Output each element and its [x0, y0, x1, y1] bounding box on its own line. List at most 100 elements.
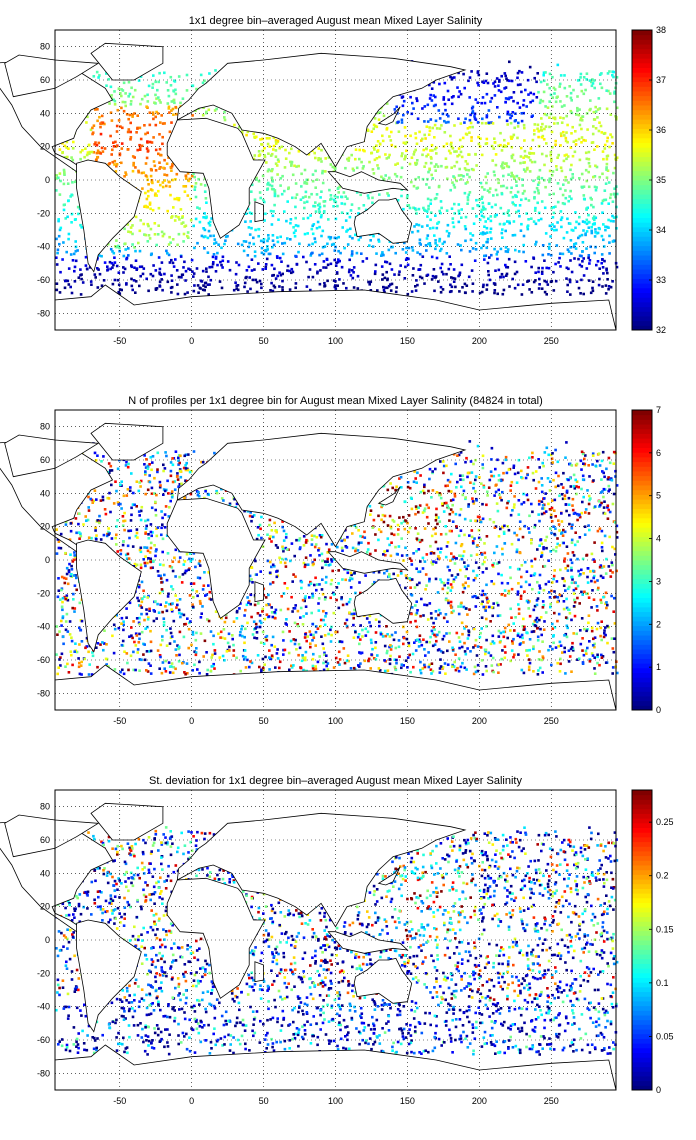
land-polygon: [377, 486, 401, 506]
y-tick-label: 40: [40, 108, 50, 118]
colorbar-tick-label: 37: [656, 75, 666, 85]
y-tick-label: -80: [37, 1068, 50, 1078]
colorbar-tick-label: 36: [656, 125, 666, 135]
y-tick-label: -60: [37, 1035, 50, 1045]
x-tick-label: 50: [259, 716, 269, 726]
panel-std-deviation: St. deviation for 1x1 degree bin–average…: [0, 760, 696, 1140]
colorbar-tick-label: 0.2: [656, 871, 669, 881]
colorbar-tick-label: 35: [656, 175, 666, 185]
colorbar-tick-label: 0.25: [656, 817, 674, 827]
land-polygon: [377, 866, 401, 886]
colorbar-tick-label: 0.1: [656, 978, 669, 988]
map-title: St. deviation for 1x1 degree bin–average…: [148, 775, 522, 787]
land-polygon: [176, 52, 467, 168]
y-tick-label: 60: [40, 455, 50, 465]
panel-salinity: 1x1 degree bin–averaged August mean Mixe…: [0, 0, 696, 380]
land-masses: [0, 422, 617, 711]
land-polygon: [327, 551, 409, 574]
x-tick-label: -50: [113, 336, 126, 346]
colorbar-tick-label: 6: [656, 448, 661, 458]
x-tick-label: 100: [328, 336, 343, 346]
x-tick-label: -50: [113, 1096, 126, 1106]
map-title: 1x1 degree bin–averaged August mean Mixe…: [188, 15, 483, 27]
y-tick-label: 80: [40, 42, 50, 52]
colorbar-tick-label: 7: [656, 405, 661, 415]
colorbar-tick-label: 3: [656, 576, 661, 586]
x-tick-label: 250: [544, 1096, 559, 1106]
x-tick-label: 0: [189, 1096, 194, 1106]
land-polygon: [90, 42, 164, 81]
y-tick-label: -60: [37, 655, 50, 665]
colorbar-tick-label: 0.05: [656, 1031, 674, 1041]
y-tick-label: 20: [40, 522, 50, 532]
x-tick-label: 0: [189, 336, 194, 346]
x-tick-label: 250: [544, 716, 559, 726]
colorbar-tick-label: 38: [656, 25, 666, 35]
x-tick-label: 150: [400, 336, 415, 346]
map-frame: [54, 409, 617, 711]
map-frame: [54, 29, 617, 331]
y-tick-label: -20: [37, 968, 50, 978]
colorbar-tick-label: 1: [656, 662, 661, 672]
land-polygon: [90, 422, 164, 461]
x-tick-label: 0: [189, 716, 194, 726]
colorbar-tick-label: 0: [656, 1085, 661, 1095]
land-polygon: [377, 106, 401, 126]
x-tick-label: 200: [472, 716, 487, 726]
land-polygon: [4, 434, 100, 478]
land-polygon: [76, 159, 142, 273]
grid-lines: [55, 30, 616, 330]
colorbar-tick-label: 32: [656, 325, 666, 335]
y-tick-label: 60: [40, 835, 50, 845]
land-polygon: [90, 802, 164, 841]
x-tick-label: 250: [544, 336, 559, 346]
land-polygon: [176, 812, 467, 928]
profile-count-map: -50 0 50 100 150 200 250806040200-20-40-60-800…: [0, 405, 661, 726]
land-polygon: [353, 577, 413, 624]
y-tick-label: 40: [40, 488, 50, 498]
colorbar-tick-label: 2: [656, 619, 661, 629]
y-tick-label: 0: [45, 935, 50, 945]
y-tick-label: -80: [37, 308, 50, 318]
y-tick-label: -40: [37, 1002, 50, 1012]
y-tick-label: 0: [45, 175, 50, 185]
y-tick-label: -40: [37, 622, 50, 632]
y-tick-label: -60: [37, 275, 50, 285]
x-tick-label: 50: [259, 1096, 269, 1106]
land-polygon: [166, 117, 266, 239]
x-tick-label: 100: [328, 1096, 343, 1106]
land-polygon: [254, 961, 265, 983]
x-tick-label: 200: [472, 336, 487, 346]
land-polygon: [4, 54, 100, 98]
map-frame: [54, 789, 617, 1091]
y-tick-label: 20: [40, 142, 50, 152]
land-polygon: [166, 877, 266, 999]
colorbar-tick-label: 33: [656, 275, 666, 285]
y-tick-label: -20: [37, 588, 50, 598]
colorbar: 0 1 2 3 4 5 6 7: [631, 405, 661, 715]
y-tick-label: 40: [40, 868, 50, 878]
land-polygon: [166, 497, 266, 619]
land-masses: [0, 802, 617, 1091]
panel-profile-count: N of profiles per 1x1 degree bin for Aug…: [0, 380, 696, 760]
colorbar-tick-label: 34: [656, 225, 666, 235]
x-tick-label: -50: [113, 716, 126, 726]
y-tick-label: 60: [40, 75, 50, 85]
y-tick-label: 0: [45, 555, 50, 565]
colorbar-tick-label: 0: [656, 705, 661, 715]
land-polygon: [76, 919, 142, 1033]
colorbar: 32 33 34 35 36 37 38: [631, 25, 666, 335]
colorbar-tick-label: 5: [656, 491, 661, 501]
x-tick-label: 50: [259, 336, 269, 346]
y-tick-label: 20: [40, 902, 50, 912]
land-polygon: [353, 197, 413, 244]
x-tick-label: 150: [400, 716, 415, 726]
land-polygon: [327, 931, 409, 954]
colorbar-tick-label: 0.15: [656, 924, 674, 934]
map-title: N of profiles per 1x1 degree bin for Aug…: [128, 395, 543, 407]
y-tick-label: 80: [40, 802, 50, 812]
x-tick-label: 100: [328, 716, 343, 726]
std-deviation-map: -50 0 50 100 150 200 250806040200-20-40-60-800…: [0, 789, 674, 1106]
grid-lines: [55, 410, 616, 710]
y-tick-label: -40: [37, 242, 50, 252]
